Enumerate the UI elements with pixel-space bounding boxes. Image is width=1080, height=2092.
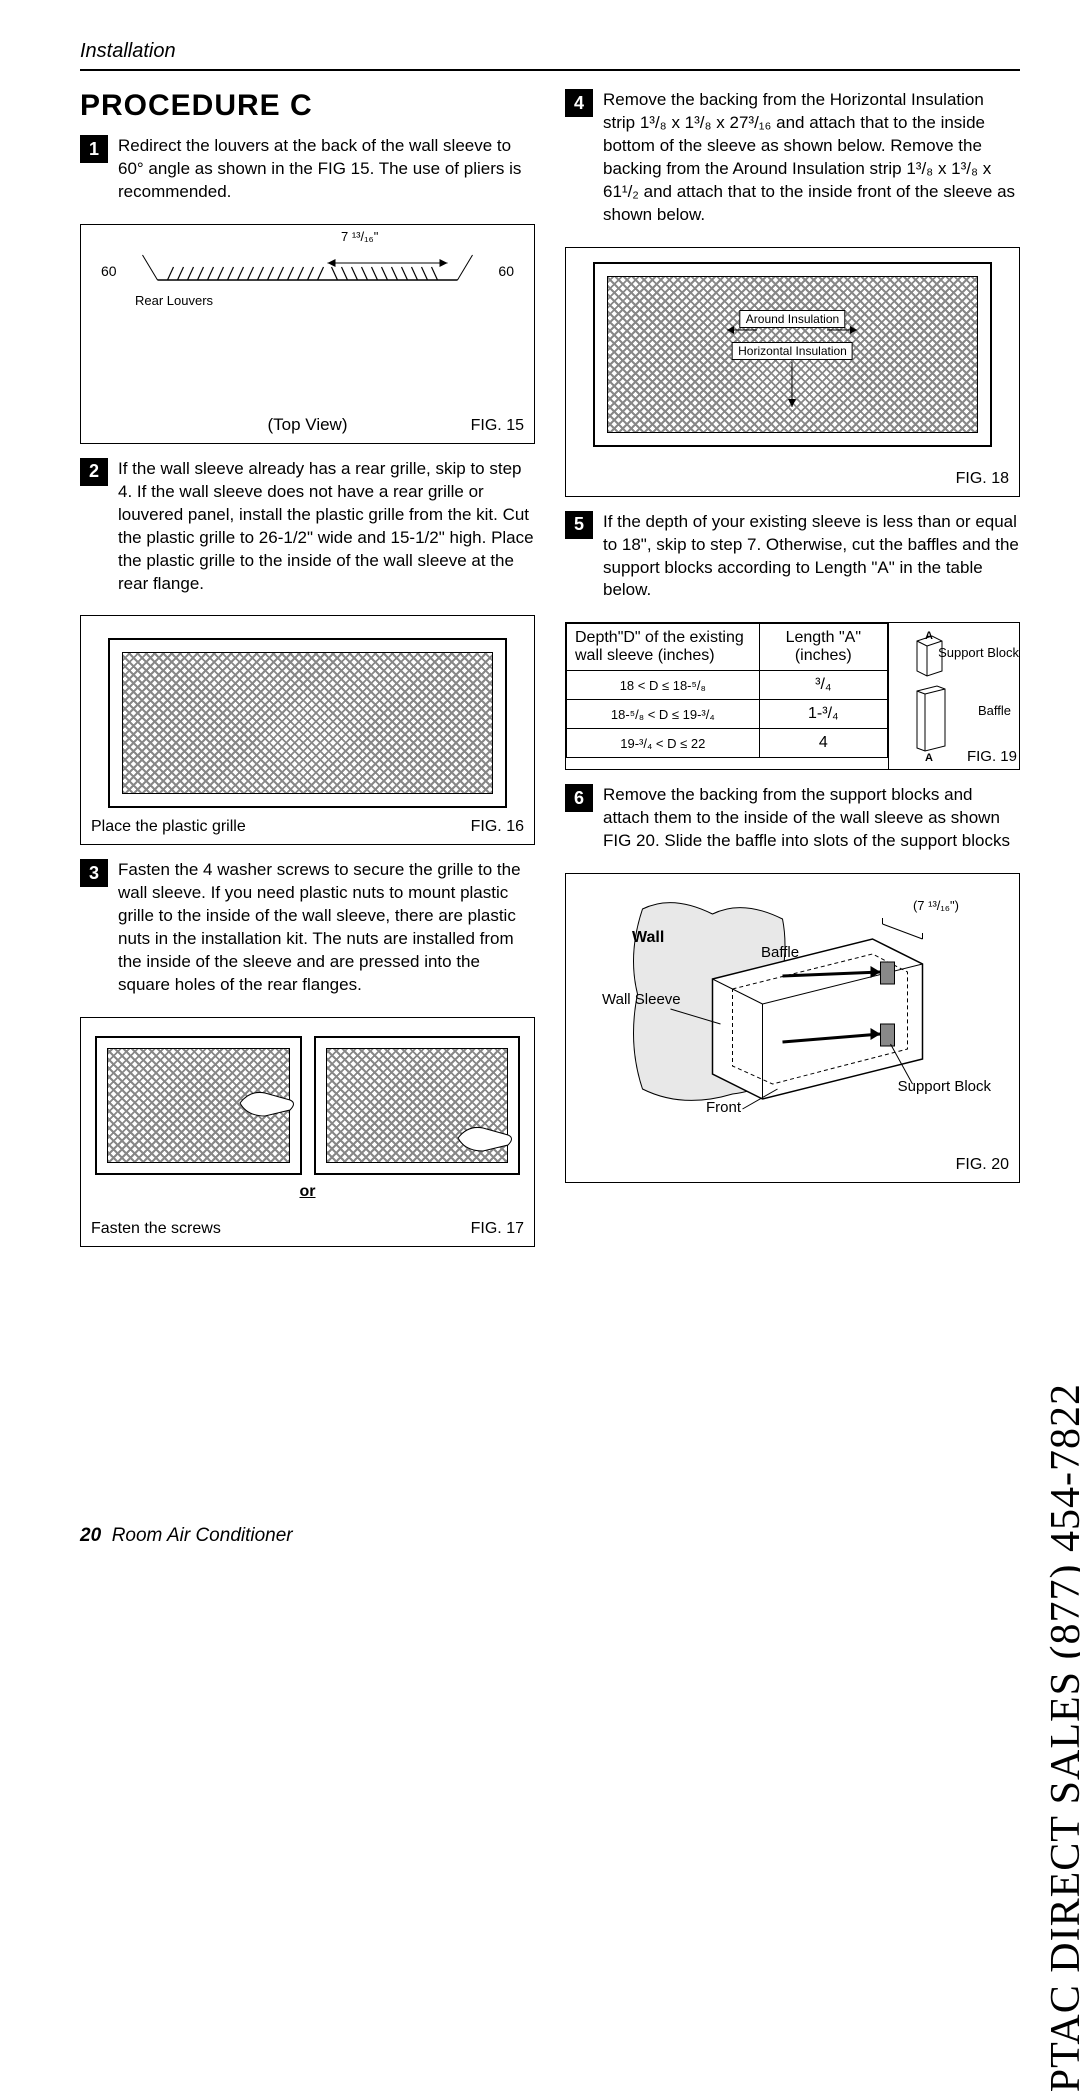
left-column: PROCEDURE C 1 Redirect the louvers at th… [80,89,535,1261]
fig20-dim: 7 ¹³/₁₆" [917,898,954,913]
fig18-label: FIG. 18 [956,470,1009,488]
fig15-rear-louvers: Rear Louvers [135,293,213,308]
step-text: Fasten the 4 washer screws to secure the… [118,859,535,997]
table-cell: 4 [759,729,887,758]
hand-icon [235,1078,305,1128]
step-4: 4 Remove the backing from the Horizontal… [565,89,1020,227]
step-text: Remove the backing from the support bloc… [603,784,1020,853]
svg-text:A: A [925,752,933,761]
fig20-front: Front [706,1099,741,1116]
length-table-box: Depth"D" of the existing wall sleeve (in… [565,622,1020,770]
fig15-label: FIG. 15 [471,417,524,435]
page-number: 20 [80,1525,101,1546]
svg-text:A: A [925,631,933,642]
table-cell: 18-⁵/₈ < D ≤ 19-³/₄ [567,700,760,729]
sleeve-rect: Around Insulation Horizontal Insulation [593,262,991,447]
figure-16: Place the plastic grille FIG. 16 [80,615,535,845]
table-cell: 18 < D ≤ 18-⁵/₈ [567,671,760,700]
step-text: If the depth of your existing sleeve is … [603,511,1020,603]
fig17-label: FIG. 17 [471,1220,524,1238]
step-1: 1 Redirect the louvers at the back of th… [80,135,535,204]
figure-20: Wall Wall Sleeve Baffle Front Support Bl… [565,873,1020,1183]
fig20-baffle: Baffle [761,944,799,961]
sleeve-rect [108,638,506,808]
fig19-label: FIG. 19 [967,748,1017,765]
figure-18: Around Insulation Horizontal Insulation … [565,247,1020,497]
step-number: 4 [565,89,593,117]
table-header-depth: Depth"D" of the existing wall sleeve (in… [567,624,760,671]
fig19-baffle: Baffle [978,703,1011,718]
table-cell: 1-³/₄ [759,700,887,729]
insulation-arrows [722,322,862,412]
sleeve-grille [122,652,492,794]
fig16-caption: Place the plastic grille [91,818,246,836]
fig20-svg [576,884,1009,1144]
fig15-angle-l: 60 [101,263,117,279]
fig15-topview: (Top View) [91,415,524,435]
fig20-label: FIG. 20 [956,1156,1009,1174]
fig19-support-block: Support Block [938,645,1019,660]
step-number: 3 [80,859,108,887]
section-header: Installation [80,40,1020,71]
step-2: 2 If the wall sleeve already has a rear … [80,458,535,596]
page-footer: 20 Room Air Conditioner [80,1525,293,1547]
step-3: 3 Fasten the 4 washer screws to secure t… [80,859,535,997]
fig15-dim: 7 ¹³/₁₆" [341,229,378,244]
figure-15: 7 ¹³/₁₆" 60 60 Rear Louvers (Top View) F… [80,224,535,444]
procedure-title: PROCEDURE C [80,89,535,123]
fig19-area: A A Support Block Baffle FIG. 19 [889,623,1019,769]
hand-icon [453,1113,523,1163]
table-header-length: Length "A" (inches) [759,624,887,671]
step-6: 6 Remove the backing from the support bl… [565,784,1020,853]
fig20-wall-sleeve: Wall Sleeve [602,992,681,1009]
fig17-or: or [91,1183,524,1201]
table-cell: 19-³/₄ < D ≤ 22 [567,729,760,758]
two-column-layout: PROCEDURE C 1 Redirect the louvers at th… [80,89,1020,1261]
fig16-label: FIG. 16 [471,818,524,836]
step-number: 1 [80,135,108,163]
step-text: Remove the backing from the Horizontal I… [603,89,1020,227]
fig17-caption: Fasten the screws [91,1220,221,1238]
length-table: Depth"D" of the existing wall sleeve (in… [566,623,889,769]
right-column: 4 Remove the backing from the Horizontal… [565,89,1020,1261]
table-cell: ³/₄ [759,671,887,700]
side-contact-text: PTAC DIRECT SALES (877) 454-7822 [1042,1383,1080,2092]
step-number: 2 [80,458,108,486]
step-number: 5 [565,511,593,539]
fig20-support-block: Support Block [898,1079,991,1096]
step-text: Redirect the louvers at the back of the … [118,135,535,204]
fig15-angle-r: 60 [498,263,514,279]
footer-title: Room Air Conditioner [112,1525,293,1546]
fig20-wall: Wall [632,929,664,947]
step-text: If the wall sleeve already has a rear gr… [118,458,535,596]
figure-17: or Fasten the screws FIG. 17 [80,1017,535,1247]
step-number: 6 [565,784,593,812]
step-5: 5 If the depth of your existing sleeve i… [565,511,1020,603]
